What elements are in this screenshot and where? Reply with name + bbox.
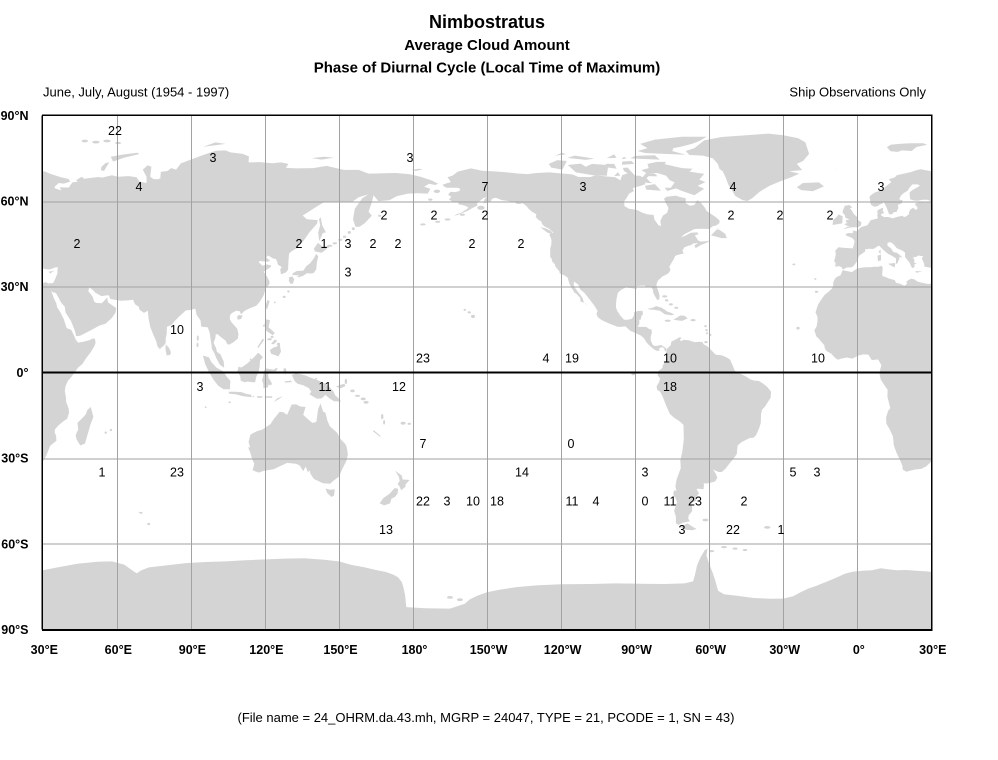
svg-text:18: 18	[490, 495, 504, 509]
svg-text:150°E: 150°E	[323, 643, 357, 657]
svg-text:22: 22	[108, 124, 122, 138]
svg-text:120°E: 120°E	[249, 643, 283, 657]
svg-text:30°E: 30°E	[31, 643, 58, 657]
svg-text:Nimbostratus: Nimbostratus	[429, 12, 545, 32]
svg-text:2: 2	[741, 495, 748, 509]
svg-text:4: 4	[593, 495, 600, 509]
svg-text:11: 11	[319, 380, 332, 394]
svg-text:2: 2	[431, 209, 438, 223]
svg-text:13: 13	[379, 523, 393, 537]
svg-text:4: 4	[730, 180, 737, 194]
svg-text:3: 3	[679, 523, 686, 537]
svg-text:23: 23	[170, 466, 184, 480]
svg-text:60°N: 60°N	[1, 195, 29, 209]
svg-text:2: 2	[395, 237, 402, 251]
svg-text:11: 11	[664, 495, 677, 509]
svg-text:90°S: 90°S	[1, 623, 28, 637]
svg-text:Phase of Diurnal Cycle (Local: Phase of Diurnal Cycle (Local Time of Ma…	[314, 59, 660, 76]
svg-text:2: 2	[370, 237, 377, 251]
svg-text:3: 3	[642, 466, 649, 480]
svg-text:Average Cloud Amount: Average Cloud Amount	[404, 37, 570, 54]
svg-text:3: 3	[878, 180, 885, 194]
svg-text:2: 2	[728, 209, 735, 223]
svg-text:2: 2	[381, 209, 388, 223]
svg-text:Ship Observations Only: Ship Observations Only	[789, 85, 926, 100]
svg-text:4: 4	[543, 352, 550, 366]
svg-text:3: 3	[197, 380, 204, 394]
svg-text:1: 1	[321, 237, 328, 251]
svg-text:3: 3	[407, 151, 414, 165]
svg-text:22: 22	[726, 523, 740, 537]
svg-text:2: 2	[296, 237, 303, 251]
svg-text:3: 3	[345, 266, 352, 280]
svg-text:7: 7	[482, 180, 489, 194]
svg-text:(File name = 24_OHRM.da.43.mh,: (File name = 24_OHRM.da.43.mh, MGRP = 24…	[237, 710, 734, 725]
svg-text:3: 3	[444, 495, 451, 509]
svg-text:19: 19	[565, 352, 579, 366]
svg-text:3: 3	[580, 180, 587, 194]
svg-text:11: 11	[566, 495, 579, 509]
svg-text:0°: 0°	[17, 366, 29, 380]
svg-text:1: 1	[778, 523, 785, 537]
svg-text:3: 3	[210, 151, 217, 165]
svg-text:60°S: 60°S	[1, 537, 28, 551]
svg-text:2: 2	[469, 237, 476, 251]
svg-text:3: 3	[345, 237, 352, 251]
svg-text:23: 23	[688, 495, 702, 509]
svg-text:14: 14	[515, 466, 529, 480]
svg-text:150°W: 150°W	[470, 643, 508, 657]
svg-text:0: 0	[642, 495, 649, 509]
svg-text:0°: 0°	[853, 643, 865, 657]
svg-text:90°W: 90°W	[621, 643, 652, 657]
svg-text:30°W: 30°W	[769, 643, 800, 657]
svg-text:22: 22	[416, 495, 430, 509]
svg-text:180°: 180°	[402, 643, 428, 657]
svg-text:4: 4	[136, 180, 143, 194]
svg-text:10: 10	[811, 352, 825, 366]
svg-text:18: 18	[663, 380, 677, 394]
svg-text:10: 10	[663, 352, 677, 366]
svg-text:30°N: 30°N	[1, 280, 29, 294]
svg-text:90°N: 90°N	[1, 109, 29, 123]
svg-text:30°S: 30°S	[1, 452, 28, 466]
svg-text:2: 2	[482, 209, 489, 223]
svg-text:June, July, August (1954 - 199: June, July, August (1954 - 1997)	[43, 85, 229, 100]
svg-text:30°E: 30°E	[919, 643, 946, 657]
svg-text:2: 2	[74, 237, 81, 251]
svg-text:23: 23	[416, 352, 430, 366]
svg-text:90°E: 90°E	[179, 643, 206, 657]
svg-text:12: 12	[392, 380, 406, 394]
svg-text:60°W: 60°W	[695, 643, 726, 657]
svg-text:10: 10	[466, 495, 480, 509]
svg-text:0: 0	[568, 437, 575, 451]
svg-text:120°W: 120°W	[544, 643, 582, 657]
svg-text:3: 3	[814, 466, 821, 480]
svg-text:60°E: 60°E	[105, 643, 132, 657]
svg-text:5: 5	[790, 466, 797, 480]
svg-text:7: 7	[420, 437, 427, 451]
svg-text:2: 2	[777, 209, 784, 223]
svg-text:2: 2	[827, 209, 834, 223]
svg-text:2: 2	[518, 237, 525, 251]
svg-text:1: 1	[99, 466, 106, 480]
svg-text:10: 10	[170, 323, 184, 337]
